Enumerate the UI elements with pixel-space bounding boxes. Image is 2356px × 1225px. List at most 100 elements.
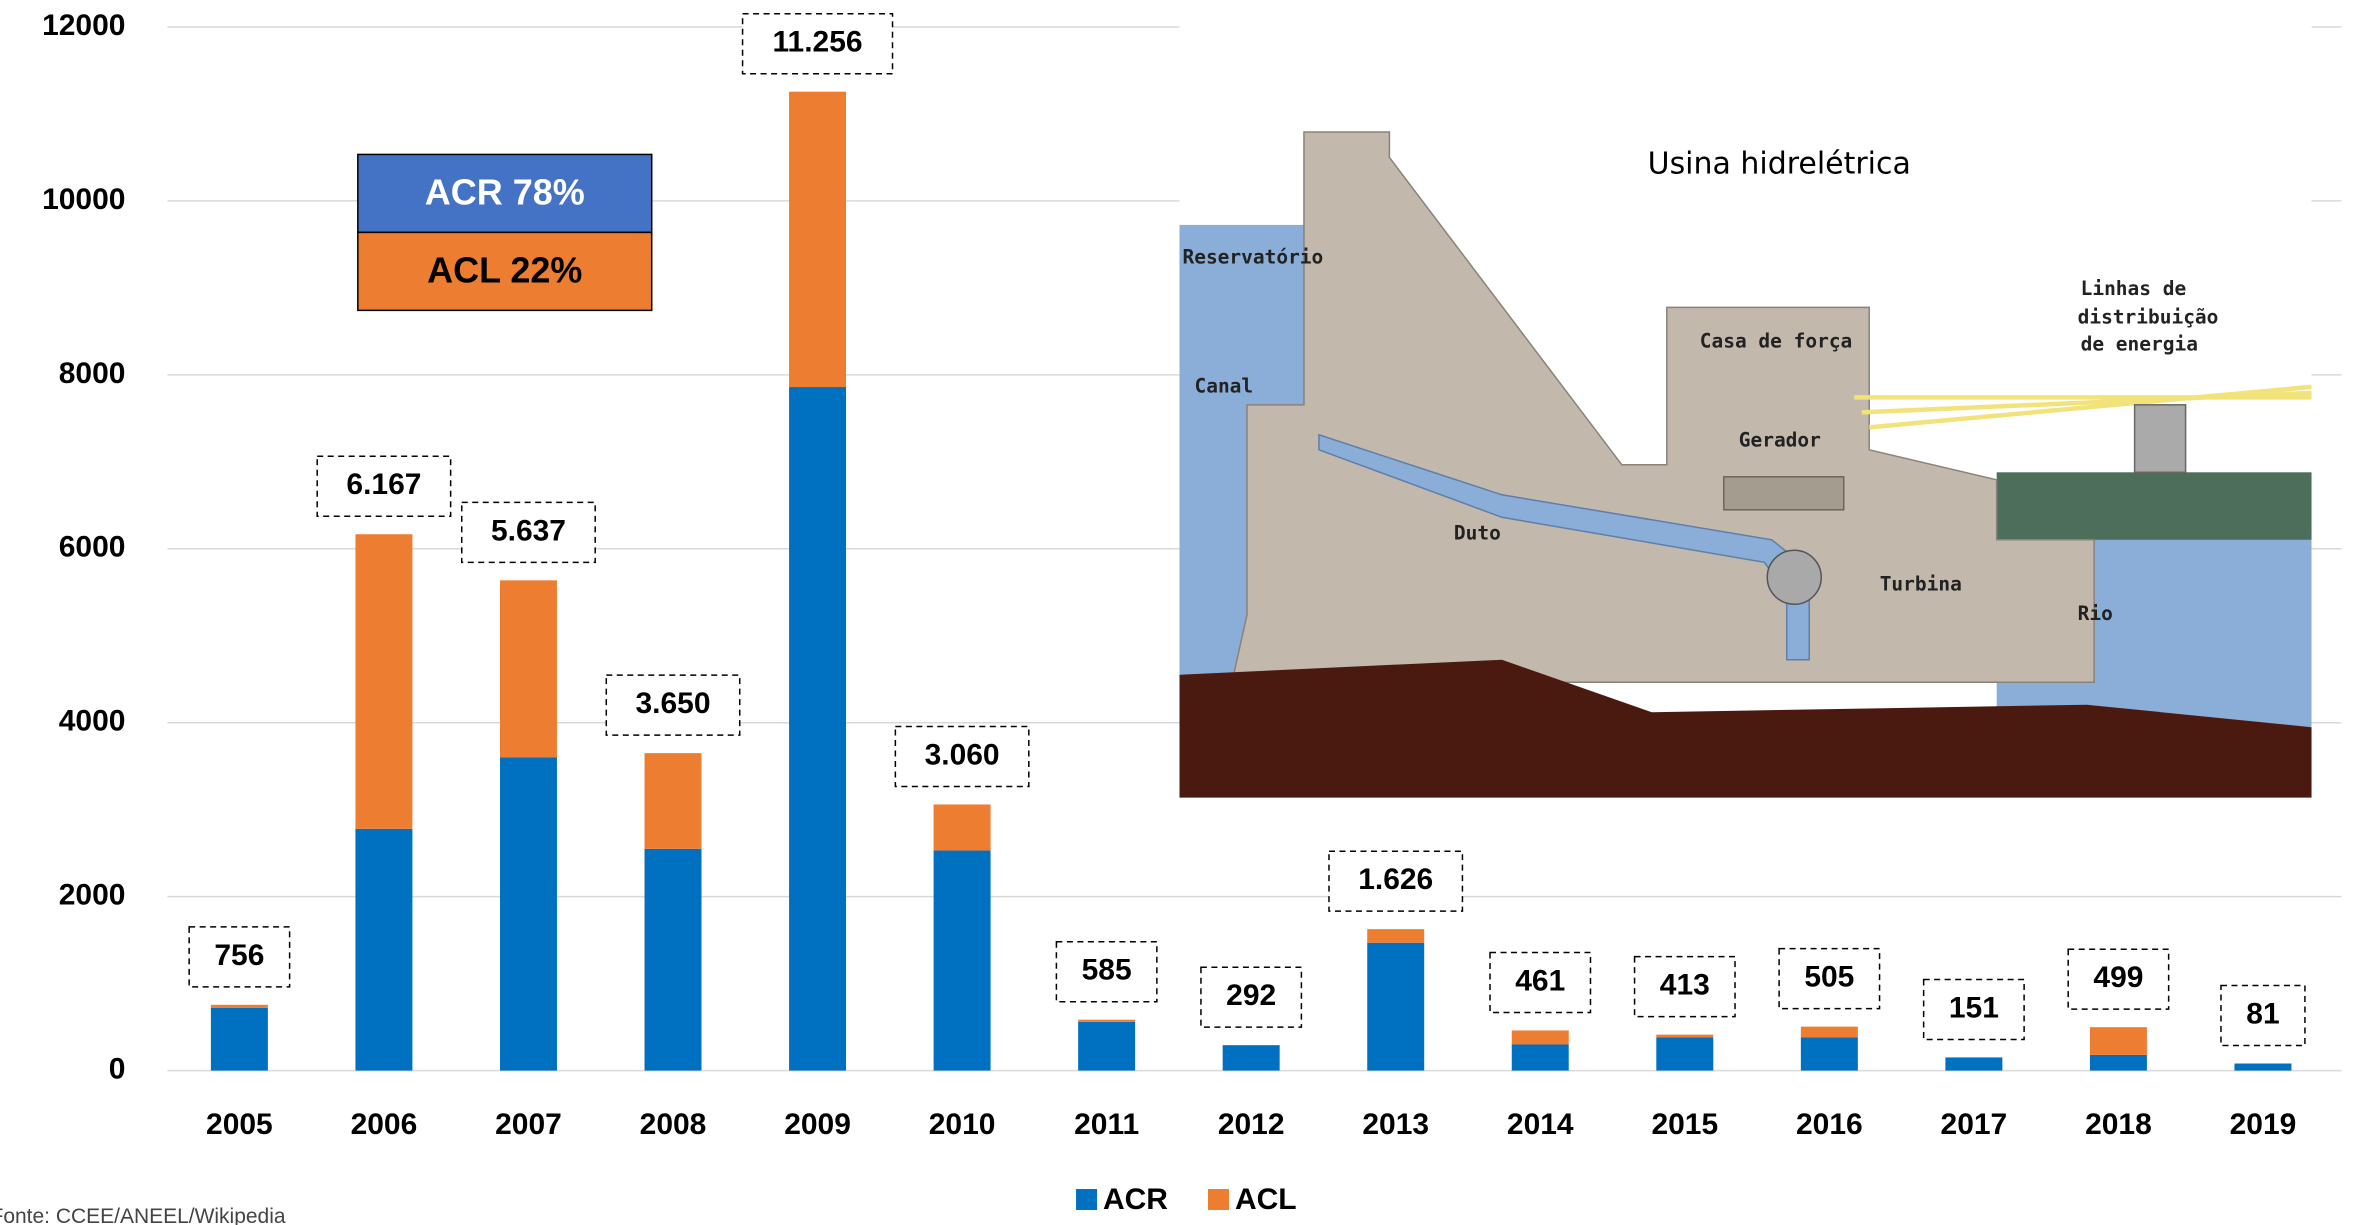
inset-label: Rio xyxy=(2078,602,2113,625)
total-label: 3.650 xyxy=(636,687,711,720)
bar-segment xyxy=(1656,1037,1714,1071)
bar-segment xyxy=(1656,1034,1714,1038)
y-tick-label: 2000 xyxy=(59,879,126,912)
turbine xyxy=(1766,549,1822,606)
acr-share-bg xyxy=(357,153,653,234)
inset-label: Casa de força xyxy=(1700,329,1853,352)
total-label-box xyxy=(1922,978,2025,1041)
bar-segment xyxy=(1800,1026,1858,1038)
x-tick-label: 2016 xyxy=(1796,1108,1863,1141)
total-label-box xyxy=(1778,947,1881,1010)
labels: 2005 756 2006 6.167 2007 5.637 2008 3.650 2009 11… xyxy=(188,12,2306,1216)
total-label-box xyxy=(894,725,1030,788)
x-tick-label: 2015 xyxy=(1651,1108,1718,1141)
total-label-box xyxy=(188,926,291,988)
bar-segment xyxy=(355,534,413,829)
bar-segment xyxy=(1511,1030,1569,1045)
ground xyxy=(1179,659,2312,798)
total-label: 292 xyxy=(1226,979,1276,1012)
source: Fonte: CCEE/ANEEL/Wikipedia xyxy=(0,1205,286,1225)
legend-label: ACL xyxy=(1235,1183,1297,1216)
bar-segment xyxy=(644,848,702,1071)
bar-segment xyxy=(1078,1021,1136,1071)
bars xyxy=(210,91,2292,1071)
bar-segment xyxy=(210,1007,268,1071)
total-label: 413 xyxy=(1660,969,1710,1002)
y-tick-label: 10000 xyxy=(42,183,125,216)
bar-segment xyxy=(355,828,413,1071)
total-label: 505 xyxy=(1804,961,1854,994)
x-tick-label: 2010 xyxy=(929,1108,996,1141)
x-tick-label: 2019 xyxy=(2230,1108,2297,1141)
legend-swatch xyxy=(1207,1189,1229,1211)
bar-segment xyxy=(2089,1054,2147,1071)
total-label: 5.637 xyxy=(491,514,566,547)
total-label-box xyxy=(1633,955,1736,1018)
bar-segment xyxy=(933,804,991,851)
x-tick-label: 2009 xyxy=(784,1108,851,1141)
dam xyxy=(1231,131,2095,683)
inset-label: Linhas de xyxy=(2081,277,2187,300)
x-tick-label: 2012 xyxy=(1218,1108,1285,1141)
legend-label: ACR xyxy=(1103,1183,1168,1216)
total-label-box xyxy=(741,12,894,75)
bar-segment xyxy=(1222,1045,1280,1071)
total-label-box xyxy=(2067,948,2170,1010)
total-label-box xyxy=(605,674,741,736)
share-label: ACR 78% xyxy=(425,171,585,212)
inset-labels: Usina hidrelétrica Reservatório Canal Ca… xyxy=(1182,146,2218,625)
total-label-box xyxy=(1055,940,1158,1003)
share-box: ACR 78% ACL 22% xyxy=(357,153,653,312)
y-tick-label: 0 xyxy=(109,1052,126,1085)
y-tick-label: 6000 xyxy=(59,531,126,564)
total-label-box xyxy=(460,501,596,564)
x-tick-label: 2018 xyxy=(2085,1108,2152,1141)
total-label: 461 xyxy=(1515,964,1565,997)
bar-segment xyxy=(1367,929,1425,943)
bar-segment xyxy=(1800,1037,1858,1071)
total-label-box xyxy=(2220,984,2306,1047)
bar-segment xyxy=(2089,1027,2147,1055)
bar-segment xyxy=(210,1004,268,1008)
total-label: 756 xyxy=(214,939,264,972)
total-label: 6.167 xyxy=(346,468,421,501)
y-tick-label: 4000 xyxy=(59,705,126,738)
legend-swatch xyxy=(1076,1189,1098,1211)
total-label: 499 xyxy=(2093,961,2143,994)
y-tick-label: 8000 xyxy=(59,357,126,390)
bar-segment xyxy=(1078,1019,1136,1022)
inset-label: de energia xyxy=(2081,332,2198,355)
inset-label: Duto xyxy=(1454,521,1501,544)
total-label: 585 xyxy=(1082,954,1132,987)
total-label: 11.256 xyxy=(773,26,863,59)
bar-segment xyxy=(933,850,991,1071)
bar-segment xyxy=(499,757,557,1071)
generator xyxy=(1723,476,1845,511)
x-tick-label: 2017 xyxy=(1941,1108,2008,1141)
x-tick-label: 2007 xyxy=(495,1108,562,1141)
inset-label: Canal xyxy=(1194,374,1253,397)
total-label-box xyxy=(1200,966,1303,1028)
acl-share-bg xyxy=(357,231,653,312)
bar-segment xyxy=(1945,1057,2003,1071)
power-lines xyxy=(1854,384,2312,430)
x-tick-label: 2013 xyxy=(1362,1108,1429,1141)
inset-label: distribuição xyxy=(2078,305,2219,328)
inset-label: Gerador xyxy=(1739,428,1821,451)
total-label-box xyxy=(316,455,452,518)
bar-segment xyxy=(499,580,557,758)
total-label-box xyxy=(1328,850,1464,912)
inset-label: Turbina xyxy=(1880,572,1962,595)
bar-segment xyxy=(644,753,702,849)
bar-segment xyxy=(1367,942,1425,1071)
x-tick-label: 2011 xyxy=(1074,1108,1139,1141)
inset-title: Usina hidrelétrica xyxy=(1648,146,1911,181)
x-tick-label: 2008 xyxy=(640,1108,707,1141)
total-label: 3.060 xyxy=(925,738,1000,771)
x-tick-label: 2006 xyxy=(351,1108,418,1141)
inset-diagram xyxy=(1179,14,2312,798)
y-tick-label: 12000 xyxy=(42,9,125,42)
total-label: 1.626 xyxy=(1358,863,1433,896)
